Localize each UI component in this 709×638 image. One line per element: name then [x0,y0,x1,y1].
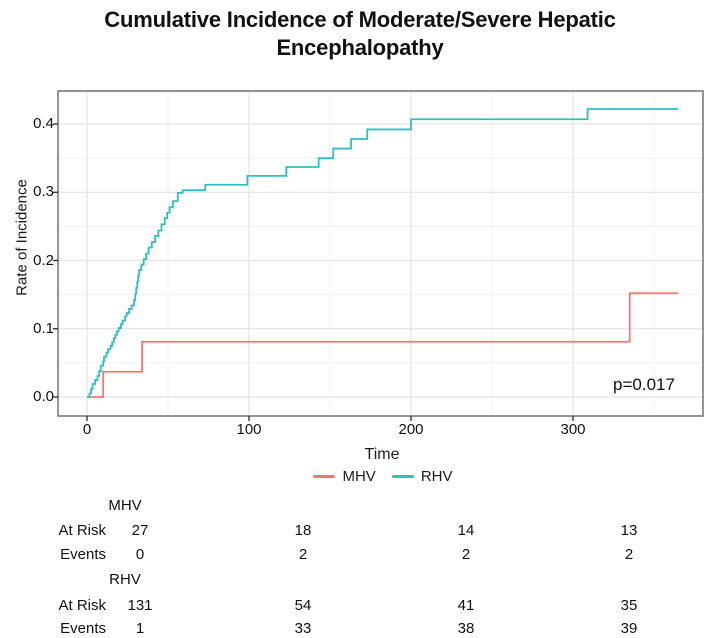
panel-border [57,90,704,417]
legend-item-rhv: RHV [391,468,453,485]
y-tick-label: 0.1 [33,319,54,337]
risk-group-rhv: RHV [109,571,141,588]
risk-value: 27 [131,522,149,539]
risk-value: 13 [620,522,638,539]
y-tick-label: 0.2 [33,251,54,269]
x-tick-label: 0 [82,421,92,438]
risk-value: 41 [457,597,475,614]
y-tick-label: 0.3 [33,183,54,201]
risk-row-label: Events [60,546,106,563]
risk-value: 14 [457,522,475,539]
x-tick-label: 200 [398,421,424,438]
x-tick-label: 100 [236,421,262,438]
risk-row-label: At Risk [58,522,106,539]
legend-item-mhv: MHV [313,468,376,485]
y-tick-label: 0.0 [33,388,54,405]
y-tick-label: 0.4 [33,115,54,132]
y-axis-title: Rate of Incidence [13,179,31,296]
risk-value: 131 [127,597,153,614]
x-axis-title: Time [364,446,400,463]
chart-title-line2: Encephalopathy [276,35,444,60]
legend-swatch-mhv [313,475,336,478]
p-value-annotation: p=0.017 [613,375,675,394]
legend: MHV RHV [183,468,583,485]
legend-swatch-rhv [391,475,414,478]
chart-title-line1: Cumulative Incidence of Moderate/Severe … [104,7,616,32]
legend-label: MHV [342,468,376,485]
risk-value: 2 [624,546,634,563]
risk-value: 0 [135,546,145,563]
risk-value: 33 [294,620,312,637]
series-curve-mhv [87,292,679,398]
chart-title: Cumulative Incidence of Moderate/Severe … [10,6,709,62]
series-curve-rhv [87,108,679,398]
risk-row-label: At Risk [58,597,106,614]
x-tick-label: 300 [560,421,586,438]
risk-group-mhv: MHV [108,497,142,514]
risk-value: 18 [294,522,312,539]
risk-value: 54 [294,597,312,614]
risk-value: 2 [461,546,471,563]
risk-value: 2 [298,546,308,563]
risk-value: 39 [620,620,638,637]
risk-value: 38 [457,620,475,637]
risk-row-label: Events [60,620,106,637]
risk-value: 1 [135,620,145,637]
legend-label: RHV [420,468,453,485]
risk-value: 35 [620,597,638,614]
